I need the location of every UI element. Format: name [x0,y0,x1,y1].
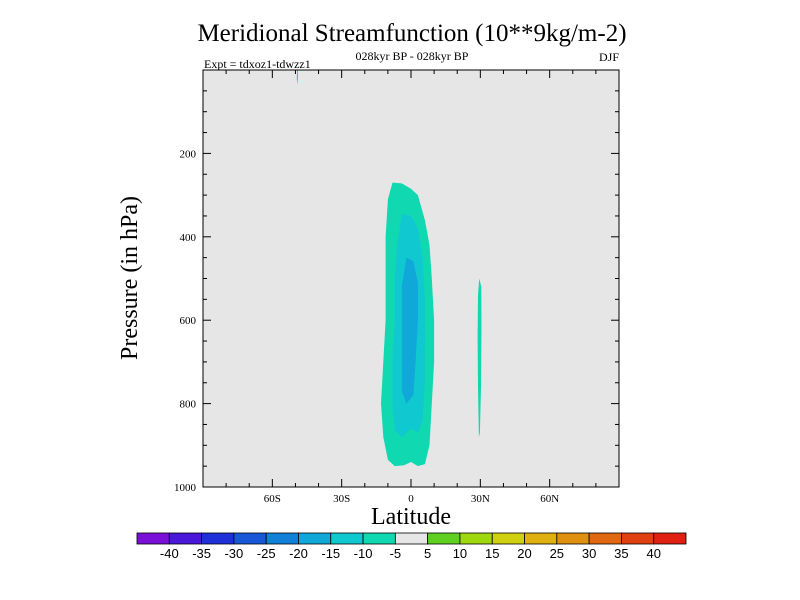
x-tick-label: 60N [540,493,559,505]
y-axis-label: Pressure (in hPa) [117,196,143,360]
contour-main-cell-inner [401,257,418,404]
colorbar-label: 15 [485,546,499,561]
colorbar-label: -40 [160,546,179,561]
colorbar-swatch [362,532,396,545]
colorbar-swatch [621,532,655,545]
chart-subtitle-right: DJF [599,50,619,64]
colorbar-swatch [201,532,235,545]
chart-title: Meridional Streamfunction (10**9kg/m-2) [197,20,626,47]
x-tick-label: 30N [471,493,490,505]
y-tick-label: 400 [180,232,197,244]
colorbar-label: 20 [517,546,531,561]
colorbar-label: -10 [354,546,373,561]
colorbar-label: -35 [192,546,211,561]
colorbar-swatch [491,532,525,545]
colorbar-swatch [427,532,461,545]
colorbar-swatch [588,532,622,545]
colorbar-label: -20 [289,546,308,561]
colorbar-label: 10 [453,546,467,561]
x-axis-label: Latitude [371,504,451,530]
colorbar-swatch [459,532,493,545]
colorbar-swatch [330,532,364,545]
colorbar: -40 -35 -30 -25 -20 -15 -10 -5 5 10 15 20 25 30 35 40 [136,532,687,561]
colorbar-swatch [233,532,267,545]
colorbar-label: 40 [646,546,660,561]
colorbar-label: -5 [390,546,402,561]
x-tick-label: 30S [333,493,350,505]
colorbar-swatch [168,532,202,545]
contour-layer [296,70,482,467]
colorbar-label: 25 [550,546,564,561]
colorbar-swatch [556,532,590,545]
colorbar-swatch [524,532,558,545]
colorbar-swatch [298,532,332,545]
y-tick-label: 600 [180,315,197,327]
colorbar-swatch [394,532,429,545]
colorbar-label: -30 [224,546,243,561]
colorbar-label: 30 [582,546,596,561]
colorbar-label: -25 [257,546,276,561]
colorbar-label: 5 [424,546,431,561]
colorbar-label: 35 [614,546,628,561]
contour-nh-cell [477,278,482,437]
x-tick-label: 60S [264,493,281,505]
y-tick-label: 200 [180,148,197,160]
colorbar-swatch [265,532,299,545]
y-tick-label: 800 [180,399,197,411]
colorbar-swatch [653,532,687,545]
colorbar-swatch [136,532,170,545]
chart-subtitle-left: Expt = tdxoz1-tdwzz1 [204,57,311,71]
y-tick-label: 1000 [174,482,197,494]
chart-subtitle-center: 028kyr BP - 028kyr BP [356,49,469,63]
x-tick-label: 0 [408,493,414,505]
colorbar-label: -15 [321,546,340,561]
tick-layer: 60S 30S 0 30N 60N 200 400 600 800 1000 [174,70,619,505]
contour-top-sliver [296,70,298,85]
